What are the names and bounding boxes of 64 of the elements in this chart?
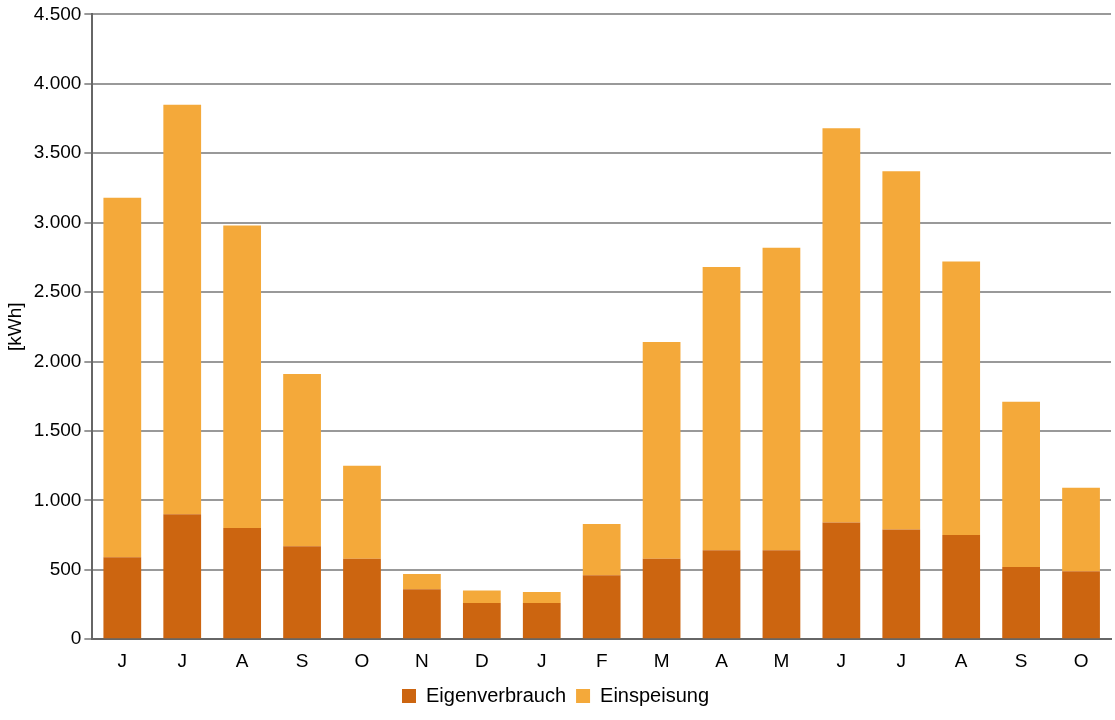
bar — [103, 557, 142, 639]
x-tick-label: N — [415, 649, 429, 671]
x-tick-label: J — [896, 649, 907, 671]
x-tick-label: A — [954, 649, 968, 671]
bar — [462, 590, 501, 604]
y-tick-label: 3.500 — [33, 141, 82, 163]
bar — [163, 104, 202, 515]
bar — [642, 342, 681, 559]
y-tick-label: 1.000 — [33, 488, 82, 510]
bar — [403, 573, 441, 590]
y-axis-title: [kWh] — [3, 302, 25, 352]
bar — [702, 267, 741, 551]
x-tick-label: J — [117, 649, 128, 671]
bar — [522, 591, 561, 604]
bar — [163, 514, 202, 639]
legend-label: Einspeisung — [600, 683, 710, 706]
bar — [762, 550, 801, 639]
bar — [822, 128, 861, 523]
bar — [942, 261, 981, 536]
bar — [343, 558, 381, 639]
bar — [642, 558, 681, 639]
x-tick-label: S — [1014, 649, 1028, 671]
x-tick-label: J — [177, 649, 187, 671]
x-tick-label: A — [715, 649, 729, 671]
bar — [882, 171, 921, 530]
bar — [702, 550, 741, 639]
bar — [283, 546, 321, 639]
bar — [223, 528, 262, 639]
bar — [1002, 401, 1040, 567]
bar — [822, 522, 861, 639]
bar — [462, 603, 501, 639]
y-tick-label: 1.500 — [33, 419, 82, 441]
y-tick-label: 4.000 — [33, 72, 82, 94]
bar — [522, 603, 561, 639]
y-tick-label: 500 — [49, 558, 82, 580]
bar — [942, 535, 981, 639]
y-tick-label: 0 — [70, 627, 82, 649]
bar — [1062, 487, 1100, 572]
bar — [1002, 567, 1040, 639]
bar — [582, 523, 621, 576]
y-tick-label: 3.000 — [33, 210, 82, 232]
x-tick-label: M — [653, 649, 670, 671]
x-tick-label: J — [836, 649, 847, 671]
bar — [343, 465, 381, 559]
bar — [283, 374, 321, 547]
bar — [1062, 571, 1100, 639]
x-tick-label: O — [1073, 649, 1089, 671]
bar — [762, 247, 801, 551]
y-tick-label: 4.500 — [33, 2, 82, 24]
bar — [403, 589, 441, 639]
bar — [882, 529, 921, 639]
bar — [582, 575, 621, 639]
bar — [223, 225, 262, 529]
x-tick-label: M — [773, 649, 790, 671]
x-tick-label: A — [235, 649, 249, 671]
y-tick-label: 2.500 — [33, 280, 82, 302]
legend-label: Eigenverbrauch — [425, 683, 567, 706]
x-tick-label: F — [595, 649, 608, 671]
bar — [103, 197, 142, 558]
x-tick-label: J — [537, 649, 547, 671]
x-tick-label: D — [474, 649, 489, 671]
x-tick-label: O — [354, 649, 370, 671]
x-tick-label: S — [295, 649, 309, 671]
y-tick-label: 2.000 — [33, 349, 82, 371]
